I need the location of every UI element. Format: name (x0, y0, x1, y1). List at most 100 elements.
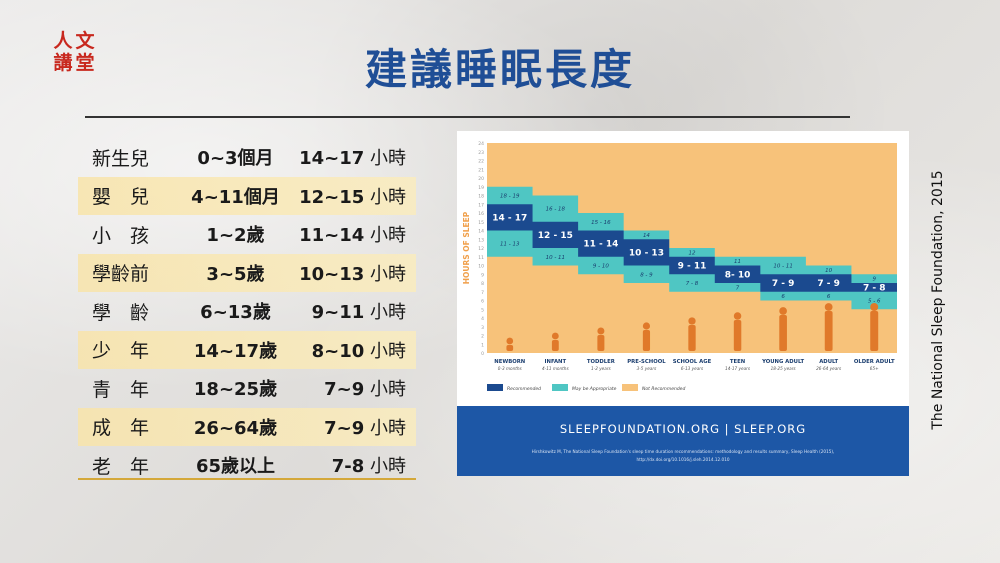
banner (457, 406, 909, 476)
age-figure-head (688, 317, 696, 325)
sleep-hours: 7~9 小時 (324, 417, 406, 439)
y-tick-label: 8 (481, 281, 484, 287)
y-tick-label: 2 (481, 334, 484, 340)
age-figure-head (779, 307, 787, 315)
x-tick-label: TODDLER (587, 359, 615, 365)
sleep-hours: 9~11 小時 (311, 302, 406, 324)
page-title: 建議睡眠長度 (364, 45, 635, 94)
lower-appropriate-label: 11 - 13 (500, 242, 520, 248)
recommended-label: 10 - 13 (629, 248, 664, 258)
y-tick-label: 12 (478, 246, 484, 252)
reference-line: Hirshkowitz M, The National Sleep Founda… (532, 449, 835, 454)
age-range: 26~64歲 (193, 417, 278, 439)
age-figure-body (597, 335, 605, 351)
age-range: 0~3個月 (197, 148, 274, 170)
y-tick-label: 7 (481, 290, 484, 296)
y-tick-label: 3 (481, 325, 484, 331)
x-tick-sublabel: 65+ (870, 366, 879, 371)
recommended-label: 12 - 15 (538, 231, 573, 241)
table-row: 老 年 65歲以上 7-8 小時 (78, 446, 416, 485)
upper-appropriate-label: 10 - 11 (773, 264, 792, 270)
sleep-chart-figure: 0 1 2 3 4 5 6 7 8 9 10 11 12 13 14 15 16 17 18 19 20 21 22 23 24… (457, 131, 909, 476)
age-range: 1~2歲 (206, 225, 265, 247)
x-tick-label: SCHOOL AGE (673, 359, 712, 365)
y-tick-label: 19 (478, 185, 484, 191)
age-figure-body (551, 340, 559, 351)
y-tick-label: 0 (481, 351, 484, 357)
age-group: 學 齡 (92, 301, 150, 324)
age-figure-body (688, 325, 696, 351)
table-row: 少 年 14~17歲 8~10 小時 (78, 330, 416, 369)
age-figure-head (642, 322, 651, 330)
citation-text: The National Sleep Foundation, 2015 (930, 170, 946, 430)
x-tick-sublabel: 4-11 months (542, 366, 569, 371)
sleep-hours: 7-8 小時 (331, 456, 406, 478)
age-group: 成 年 (92, 417, 150, 440)
y-tick-label: 21 (478, 167, 484, 173)
age-figure-head (870, 303, 879, 311)
table-row: 學 齡 6~13歲 9~11 小時 (78, 292, 416, 331)
banner-text: SLEEPFOUNDATION.ORG | SLEEP.ORG (560, 422, 806, 436)
upper-appropriate-label: 10 (825, 268, 832, 274)
upper-appropriate-label: 9 (872, 277, 876, 283)
recommended-label: 11 - 14 (583, 240, 618, 250)
table-row: 青 年 18~25歲 7~9 小時 (78, 369, 416, 408)
table-bottom-rule (78, 478, 416, 480)
age-figure-body (779, 315, 787, 351)
y-axis-label: HOURS OF SLEEP (462, 211, 471, 284)
age-range: 65歲以上 (195, 456, 276, 478)
y-tick-label: 10 (478, 264, 484, 270)
recommended-label: 7 - 9 (772, 279, 795, 289)
x-tick-label: PRE-SCHOOL (627, 359, 666, 365)
y-tick-label: 9 (481, 272, 484, 278)
table-row: 小 孩 1~2歲 11~14 小時 (78, 215, 416, 254)
upper-appropriate-label: 14 (643, 233, 650, 239)
sleep-hours: 12~15 小時 (299, 186, 406, 208)
logo-char: 文 (75, 29, 95, 52)
legend-label: Not Recommended (642, 386, 685, 392)
y-tick-label: 23 (478, 150, 484, 156)
y-tick-label: 24 (478, 141, 484, 147)
table-row: 嬰 兒 4~11個月 12~15 小時 (78, 176, 416, 215)
table-row: 成 年 26~64歲 7~9 小時 (78, 407, 416, 446)
age-figure-head (551, 332, 559, 340)
legend-label: May be Appropriate (572, 386, 617, 392)
recommended-band (487, 204, 897, 292)
y-tick-label: 13 (478, 237, 484, 243)
y-tick-label: 18 (478, 194, 484, 200)
x-tick-sublabel: 18-25 years (771, 366, 797, 371)
sleep-hours: 8~10 小時 (311, 340, 406, 362)
recommended-label: 9 - 11 (678, 262, 707, 272)
age-group: 少 年 (92, 340, 150, 363)
lower-appropriate-label: 6 (827, 294, 831, 300)
x-tick-sublabel: 6-13 years (681, 366, 704, 371)
recommended-label: 7 - 8 (863, 283, 886, 293)
age-figure-body (870, 311, 879, 351)
age-group: 老 年 (92, 455, 150, 478)
sleep-table: 新生兒 0~3個月 14~17 小時嬰 兒 4~11個月 12~15 小時小 孩 1~2歲… (78, 138, 416, 485)
age-range: 18~25歲 (193, 379, 278, 401)
x-tick-sublabel: 1-2 years (591, 366, 612, 371)
lower-appropriate-label: 10 - 11 (546, 255, 565, 261)
upper-appropriate-label: 18 - 19 (500, 194, 520, 200)
sleep-hours: 14~17 小時 (299, 148, 406, 170)
age-figure-body (506, 345, 514, 351)
y-tick-label: 16 (478, 211, 484, 217)
x-tick-label: YOUNG ADULT (761, 359, 804, 365)
legend-swatch (487, 384, 503, 391)
age-range: 4~11個月 (191, 186, 280, 208)
upper-appropriate-label: 15 - 16 (591, 220, 611, 226)
legend-swatch (552, 384, 568, 391)
recommended-label: 14 - 17 (492, 213, 527, 223)
y-tick-label: 22 (478, 159, 484, 165)
age-group: 嬰 兒 (92, 186, 150, 209)
x-tick-sublabel: 14-17 years (725, 366, 751, 371)
logo-char: 人 (53, 30, 73, 52)
sleep-hours: 7~9 小時 (324, 379, 406, 401)
y-tick-label: 17 (478, 202, 484, 208)
title-divider (85, 116, 850, 118)
age-figure-head (824, 303, 833, 311)
logo-char: 堂 (75, 52, 94, 72)
y-tick-label: 1 (481, 342, 484, 348)
age-range: 6~13歲 (200, 302, 271, 324)
